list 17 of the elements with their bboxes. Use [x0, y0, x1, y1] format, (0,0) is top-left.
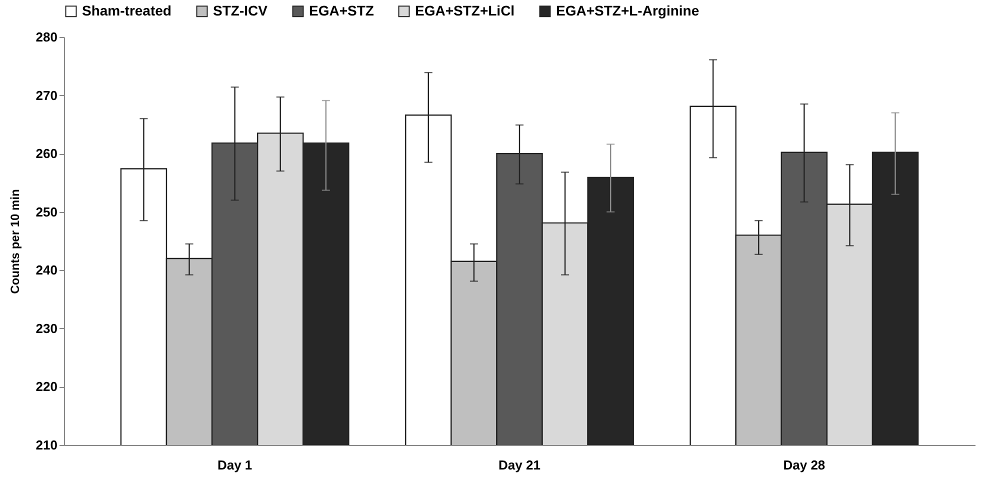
x-tick-label: Day 21 — [498, 458, 540, 472]
legend-label: EGA+STZ — [309, 2, 374, 18]
y-tick-label: 280 — [36, 30, 58, 44]
x-tick-label: Day 28 — [783, 458, 826, 472]
y-tick-label: 210 — [36, 438, 58, 452]
y-tick-label: 230 — [36, 320, 58, 336]
legend-label: STZ-ICV — [213, 2, 268, 18]
y-tick-label: 220 — [36, 379, 58, 394]
y-tick-label: 270 — [36, 88, 58, 103]
legend-label: EGA+STZ+LiCl — [415, 2, 515, 18]
legend-label: Sham-treated — [82, 2, 172, 18]
x-tick-label: Day 1 — [217, 458, 252, 472]
y-tick-label: 260 — [36, 146, 58, 162]
legend-label: EGA+STZ+L-Arginine — [556, 2, 700, 18]
y-tick-label: 240 — [36, 262, 58, 278]
y-axis-title: Counts per 10 min — [8, 189, 22, 294]
y-tick-label: 250 — [36, 204, 58, 220]
